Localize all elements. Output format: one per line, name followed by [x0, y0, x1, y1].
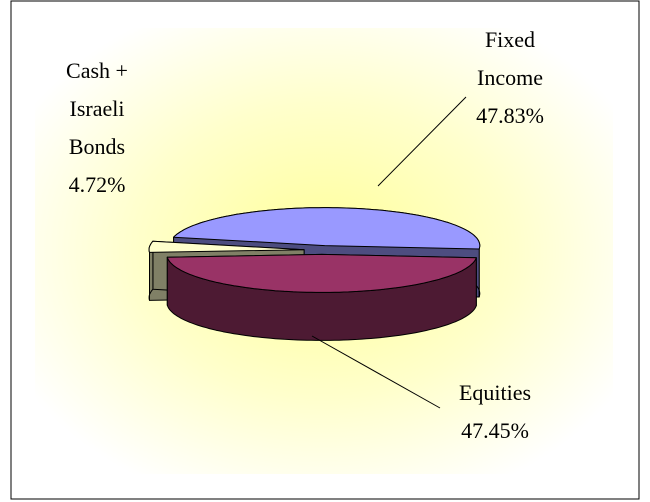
category-label: Cash + Israeli Bonds — [66, 58, 128, 159]
value-label: 47.83% — [476, 103, 544, 128]
leader-line — [311, 335, 441, 409]
category-label: Fixed Income — [477, 27, 543, 90]
slice-label: Fixed Income 47.83% — [460, 21, 560, 135]
slice — [173, 207, 481, 250]
slice — [148, 240, 305, 253]
value-label: 4.72% — [68, 172, 126, 197]
pie — [148, 207, 481, 341]
slice-label: Equities 47.45% — [435, 374, 555, 450]
category-label: Equities — [458, 380, 532, 405]
slice-label: Cash + Israeli Bonds 4.72% — [52, 52, 142, 204]
value-label: 47.45% — [461, 418, 529, 443]
leader-line — [377, 96, 467, 187]
slice — [166, 253, 477, 293]
